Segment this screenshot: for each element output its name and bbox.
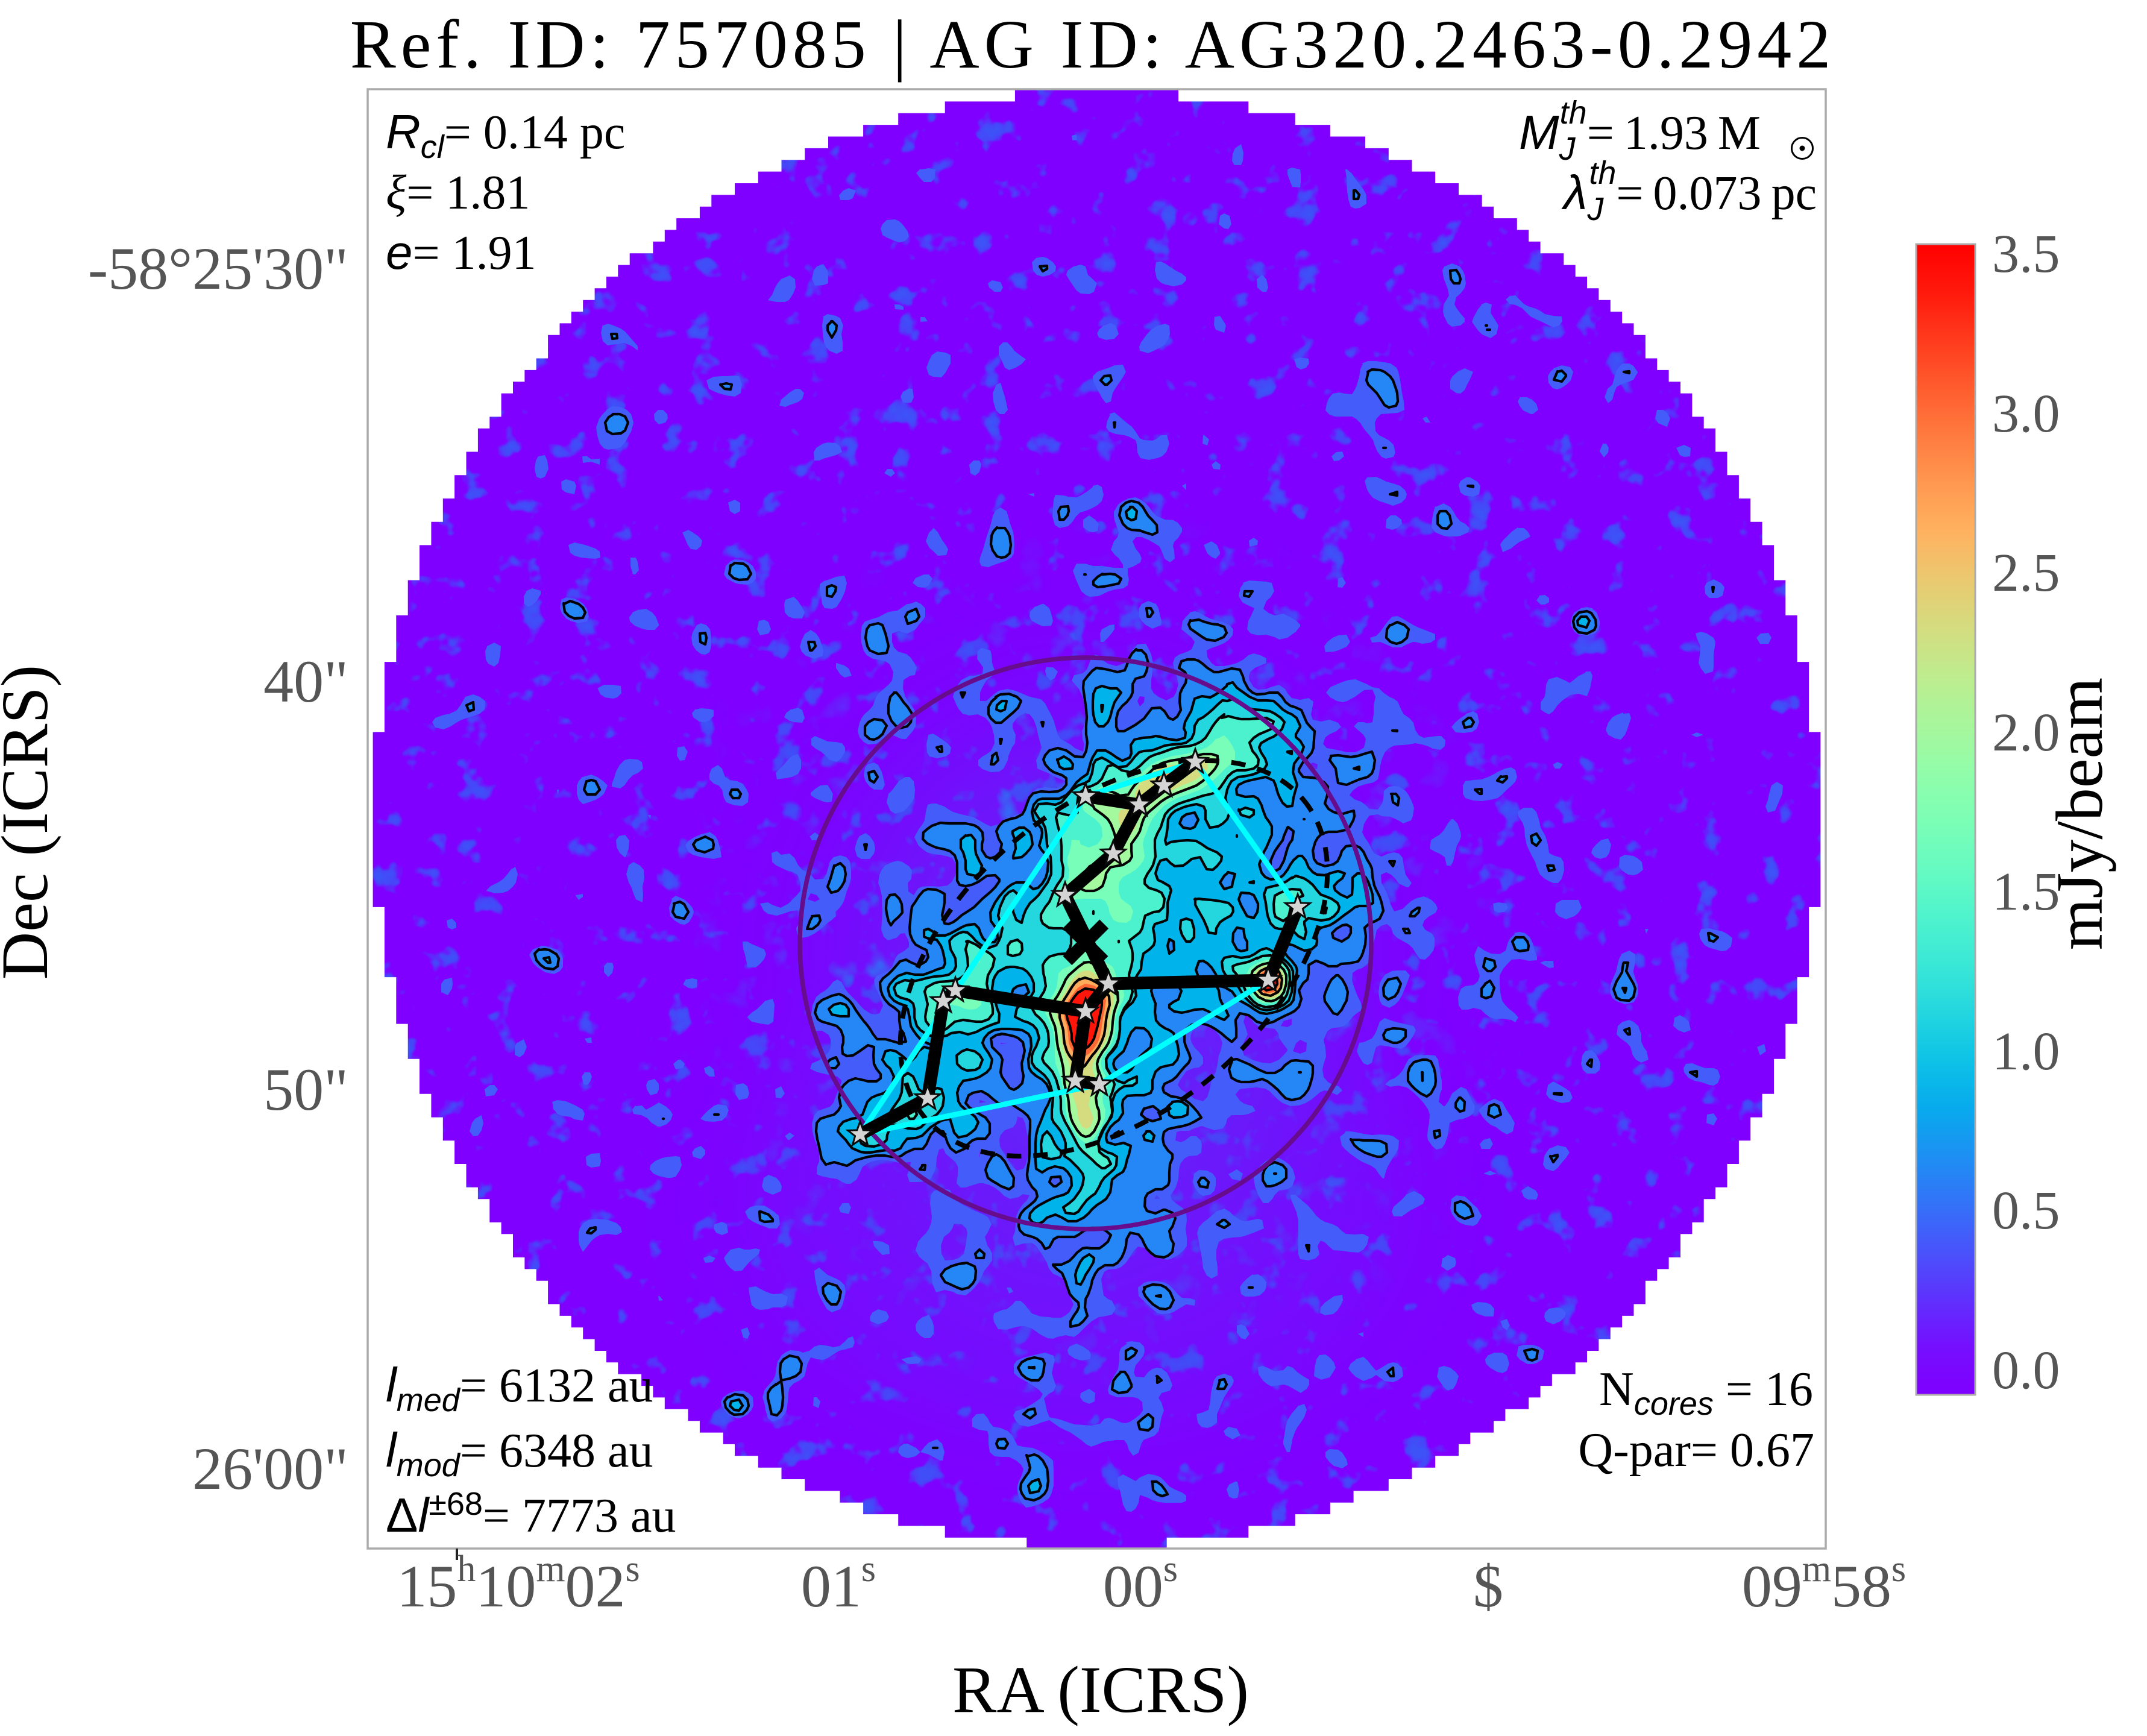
svg-text:0.5: 0.5 (1992, 1181, 2060, 1241)
svg-text:RA (ICRS): RA (ICRS) (952, 1653, 1249, 1726)
svg-text:Q-par= 0.67: Q-par= 0.67 (1578, 1424, 1814, 1477)
svg-text:e= 1.91: e= 1.91 (386, 225, 536, 280)
svg-text:1.0: 1.0 (1992, 1022, 2060, 1081)
svg-text:40": 40" (263, 648, 348, 715)
svg-text:01s​: 01s​ (801, 1549, 876, 1620)
svg-text:00s​: 00s​ (1103, 1549, 1178, 1620)
svg-text:26'00": 26'00" (192, 1435, 348, 1502)
svg-text:Δl±68= 7773 au: Δl±68= 7773 au (386, 1486, 676, 1543)
svg-text:Rcl= 0.14 pc: Rcl= 0.14 pc (386, 105, 625, 165)
svg-text:$: $ (1473, 1553, 1503, 1620)
svg-text:-58°25'30": -58°25'30" (88, 235, 348, 302)
svg-text:3.5: 3.5 (1992, 224, 2060, 284)
svg-text:50": 50" (263, 1056, 348, 1123)
svg-text:ξ= 1.81: ξ= 1.81 (386, 166, 530, 219)
svg-text:1.5: 1.5 (1992, 862, 2060, 922)
svg-text:3.0: 3.0 (1992, 384, 2060, 444)
svg-text:2.0: 2.0 (1992, 703, 2060, 763)
svg-text:λJth= 0.073 pc: λJth= 0.073 pc (1561, 155, 1817, 227)
svg-text:lmed= 6132 au: lmed= 6132 au (386, 1358, 653, 1418)
svg-text:MJth= 1.93 M: MJth= 1.93 M (1519, 95, 1761, 167)
svg-text:mJy/beam: mJy/beam (2043, 678, 2116, 950)
svg-text:lmod= 6348 au: lmod= 6348 au (386, 1423, 653, 1483)
svg-text:09m​58s​: 09m​58s​ (1742, 1549, 1906, 1620)
svg-text:Ref. ID: 757085 | AG ID: AG320: Ref. ID: 757085 | AG ID: AG320.2463-0.29… (350, 6, 1836, 83)
svg-text:15h​10m​02s​: 15h​10m​02s​ (397, 1549, 640, 1620)
svg-text:0.0: 0.0 (1992, 1341, 2060, 1400)
svg-text:Dec (ICRS): Dec (ICRS) (0, 665, 61, 980)
svg-text:2.5: 2.5 (1992, 543, 2060, 603)
